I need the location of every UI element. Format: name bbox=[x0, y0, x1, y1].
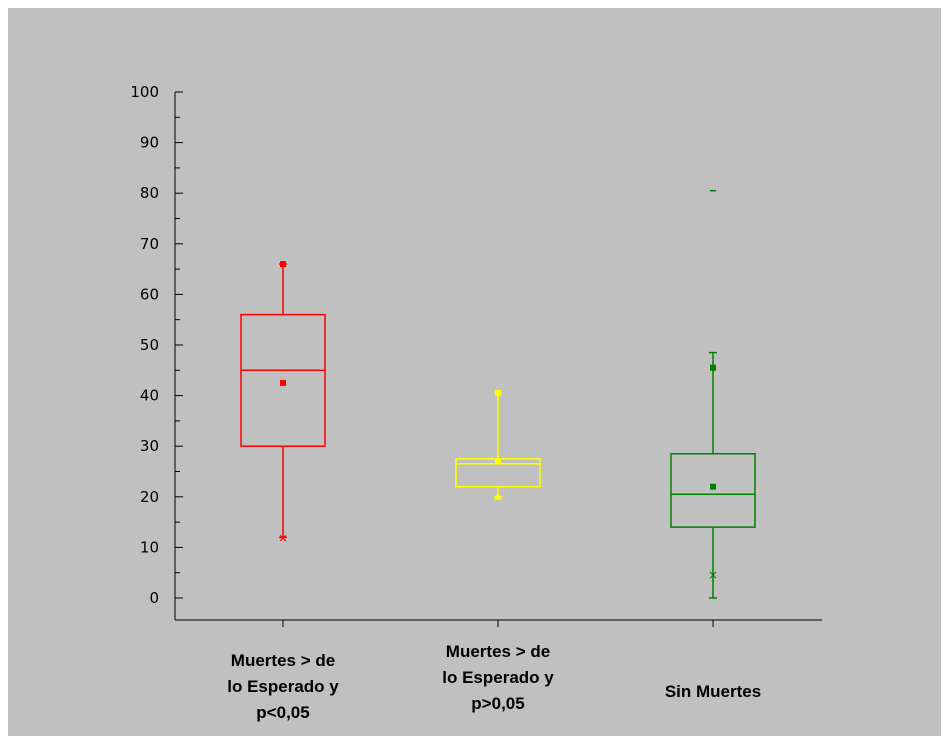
mean-marker bbox=[495, 458, 501, 465]
mean-marker bbox=[710, 483, 716, 490]
category-label-line: Sin Muertes bbox=[665, 682, 761, 701]
y-tick-label: 100 bbox=[130, 83, 159, 101]
box-group bbox=[455, 390, 541, 500]
y-tick-label: 30 bbox=[140, 437, 159, 455]
y-tick-label: 50 bbox=[140, 336, 159, 354]
y-tick-label: 40 bbox=[140, 387, 159, 405]
category-label-line: Muertes > de bbox=[446, 642, 550, 661]
boxes: ×× bbox=[240, 189, 756, 599]
chart-background: 0 10 20 30 40 50 60 70 80 90 100 × × Muertes > de lo… bbox=[8, 8, 941, 736]
category-label-line: p>0,05 bbox=[471, 694, 524, 713]
box-group: × bbox=[240, 261, 326, 544]
y-tick-label: 70 bbox=[140, 235, 159, 253]
min-marker bbox=[494, 492, 502, 500]
max-marker bbox=[280, 261, 286, 268]
y-tick-label: 60 bbox=[140, 285, 159, 303]
min-marker: × bbox=[278, 531, 287, 544]
p99-marker bbox=[710, 364, 716, 371]
category-label-line: p<0,05 bbox=[256, 703, 309, 722]
axes: 0 10 20 30 40 50 60 70 80 90 100 bbox=[130, 83, 822, 627]
category-label-line: lo Esperado y bbox=[227, 677, 339, 696]
iqr-box bbox=[670, 453, 756, 528]
y-tick-label: 20 bbox=[140, 488, 159, 506]
iqr-box bbox=[240, 313, 326, 447]
y-tick-label: 90 bbox=[140, 134, 159, 152]
max-marker bbox=[495, 390, 501, 397]
y-tick-label: 0 bbox=[149, 589, 159, 607]
category-label-line: Muertes > de bbox=[231, 651, 335, 670]
category-labels: Muertes > de lo Esperado y p<0,05 Muertes >… bbox=[227, 642, 761, 722]
mean-marker bbox=[280, 379, 286, 386]
p1-marker: × bbox=[708, 568, 718, 582]
y-tick-label: 80 bbox=[140, 184, 159, 202]
y-tick-label: 10 bbox=[140, 538, 159, 556]
box-group: × bbox=[670, 189, 756, 599]
category-label-line: lo Esperado y bbox=[442, 668, 554, 687]
